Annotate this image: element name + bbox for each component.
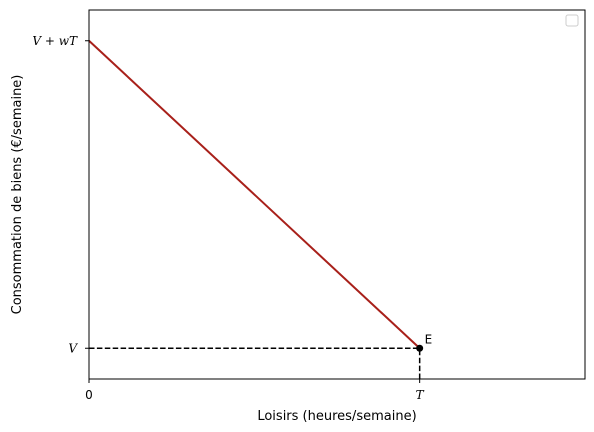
y-tick-label-1: V + wT	[32, 34, 78, 48]
point-label-E: E	[425, 332, 433, 346]
y-axis-label: Consommation de biens (€/semaine)	[10, 75, 25, 315]
x-tick-label-1: T	[416, 388, 425, 402]
plot-frame	[88, 9, 586, 380]
budget-line	[88, 40, 421, 349]
point-E	[416, 344, 424, 352]
y-tick-label-0: V	[68, 341, 78, 355]
x-axis-label: Loisirs (heures/semaine)	[257, 409, 416, 424]
x-tick-label-0: 0	[85, 388, 93, 402]
legend-box	[565, 14, 579, 27]
